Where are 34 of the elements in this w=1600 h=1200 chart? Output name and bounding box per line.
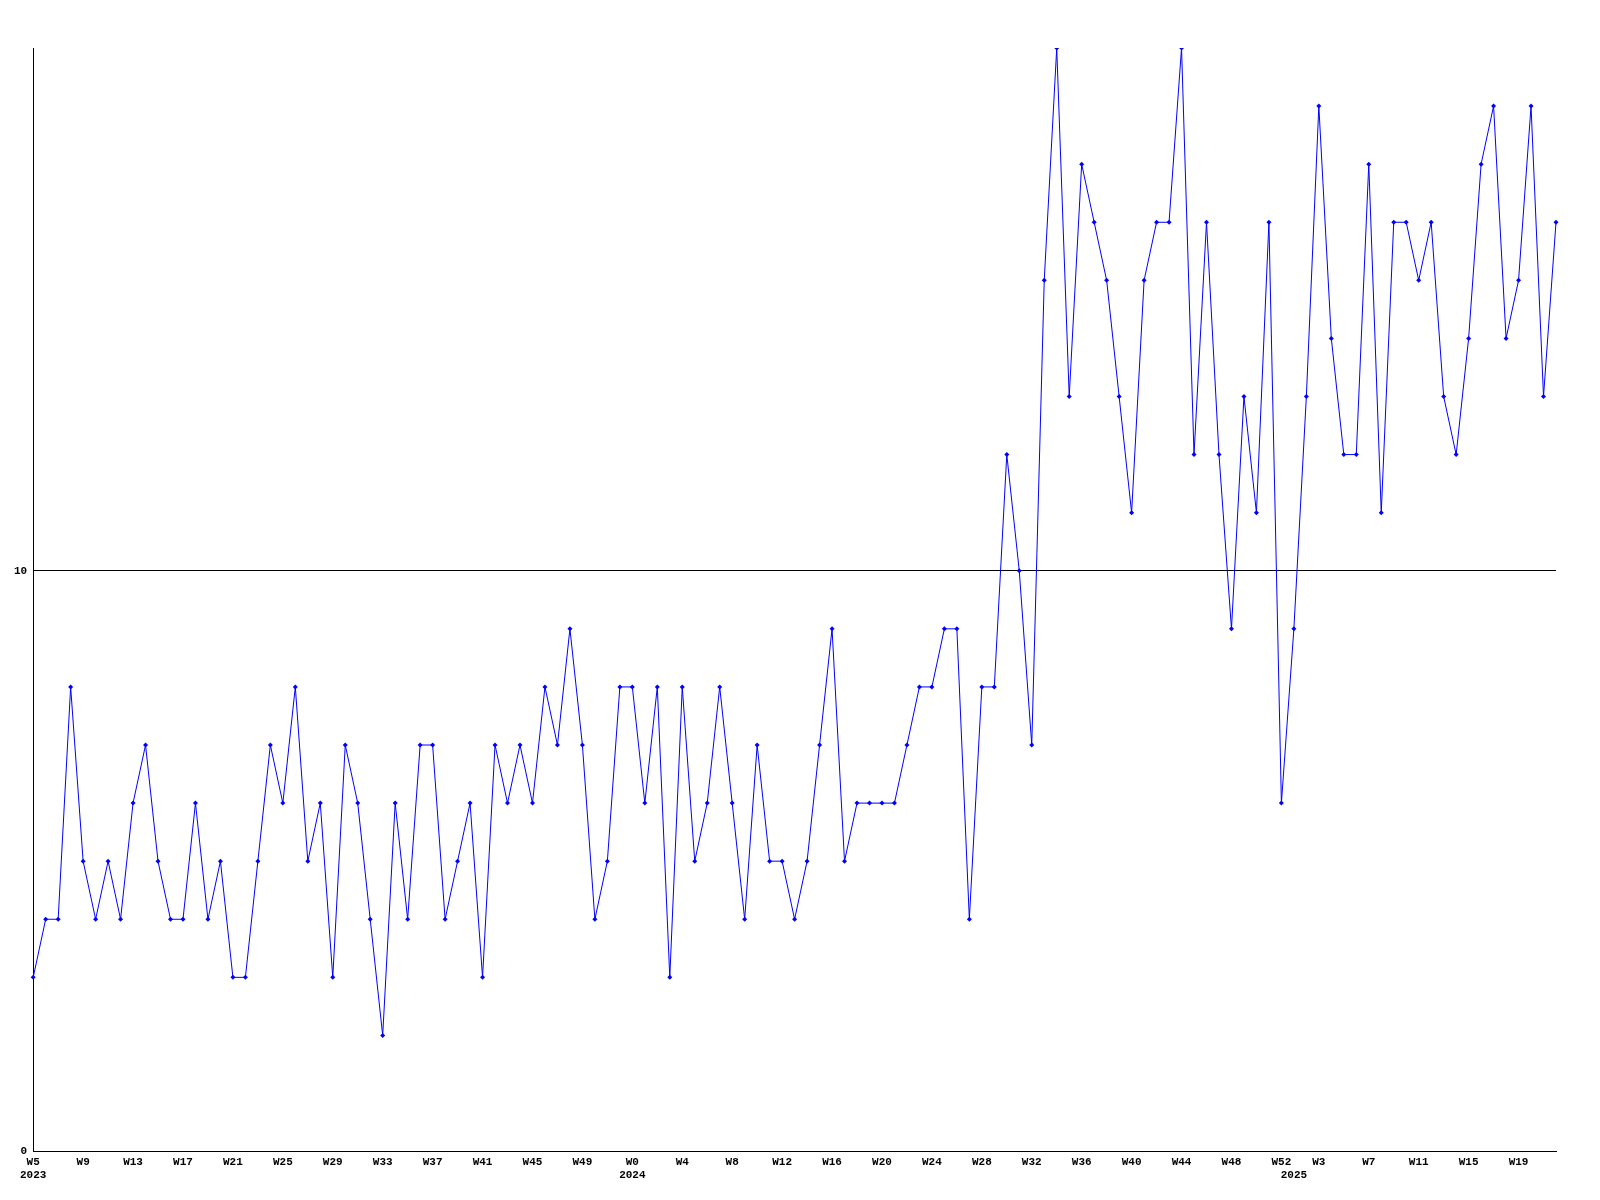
- x-tick-label: W29: [322, 1155, 343, 1168]
- x-tick-label: W3: [1312, 1155, 1326, 1168]
- x-tick-label: W21: [223, 1155, 244, 1168]
- x-tick-label: W24: [922, 1155, 943, 1168]
- x-tick-label: W12: [772, 1155, 793, 1168]
- x-tick-label: W17: [173, 1155, 193, 1168]
- x-tick-label: W5 2023: [20, 1155, 47, 1182]
- x-tick-label: W48: [1221, 1155, 1242, 1168]
- x-tick-label: W4: [675, 1155, 690, 1168]
- x-tick-label: W25: [272, 1155, 294, 1168]
- x-tick-label: W37: [422, 1155, 443, 1168]
- x-tick-label: W49: [572, 1155, 593, 1168]
- x-tick-label: W9: [76, 1155, 90, 1168]
- y-tick-label: 0: [20, 1145, 28, 1158]
- x-tick-label: W19: [1508, 1155, 1529, 1168]
- x-tick-label: W15: [1458, 1155, 1479, 1168]
- y-tick-label: 10: [14, 564, 28, 577]
- x-tick-label: W11: [1408, 1155, 1429, 1168]
- x-tick-label: W36: [1071, 1155, 1092, 1168]
- x-tick-label: W13: [123, 1155, 144, 1168]
- x-tick-label: W41: [472, 1155, 493, 1168]
- x-tick-label: W44: [1171, 1155, 1192, 1168]
- x-tick-label: W45: [522, 1155, 543, 1168]
- x-tick-label: W52: [1271, 1155, 1292, 1168]
- x-tick-label: W28: [971, 1155, 993, 1168]
- x-tick-label: W33: [372, 1155, 393, 1168]
- x-tick-label: 2025: [1280, 1169, 1308, 1182]
- x-tick-label: W0 2024: [619, 1155, 646, 1182]
- x-tick-label: W7: [1362, 1155, 1376, 1168]
- x-tick-label: W20: [872, 1155, 892, 1168]
- x-tick-label: W16: [822, 1155, 842, 1168]
- x-tick-label: W32: [1021, 1155, 1042, 1168]
- x-tick-label: W8: [725, 1155, 740, 1168]
- x-tick-label: W40: [1121, 1155, 1142, 1168]
